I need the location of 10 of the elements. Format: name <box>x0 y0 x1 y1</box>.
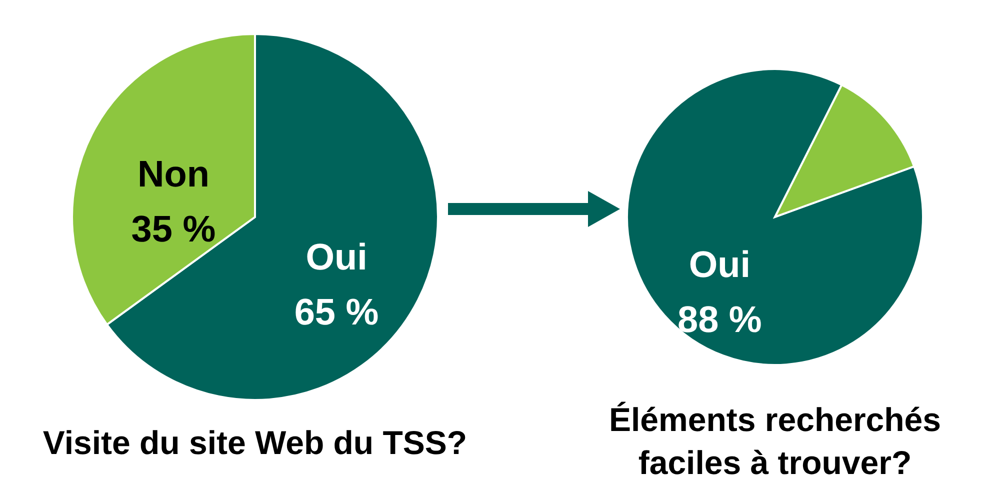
slice-label: Oui <box>688 244 750 286</box>
pie-slice <box>626 68 924 366</box>
text: Éléments recherchés faciles à trouver? <box>608 401 942 481</box>
text: Visite du site Web du TSS? <box>42 424 468 461</box>
data-label: 65 % <box>294 292 379 333</box>
pie-slice <box>774 84 916 218</box>
data-label: 35 % <box>131 208 216 250</box>
slice-label: Non <box>138 153 210 194</box>
slice-label: Oui <box>306 236 368 278</box>
data-label: 88 % <box>677 299 762 340</box>
